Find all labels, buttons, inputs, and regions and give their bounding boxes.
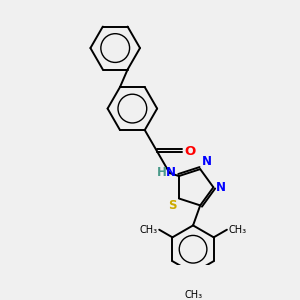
Text: H: H	[157, 166, 166, 178]
Text: S: S	[169, 200, 177, 212]
Text: CH₃: CH₃	[229, 225, 247, 235]
Text: CH₃: CH₃	[184, 290, 202, 300]
Text: CH₃: CH₃	[139, 225, 157, 235]
Text: N: N	[166, 166, 176, 178]
Text: O: O	[185, 145, 196, 158]
Text: N: N	[216, 181, 226, 194]
Text: N: N	[202, 155, 212, 168]
